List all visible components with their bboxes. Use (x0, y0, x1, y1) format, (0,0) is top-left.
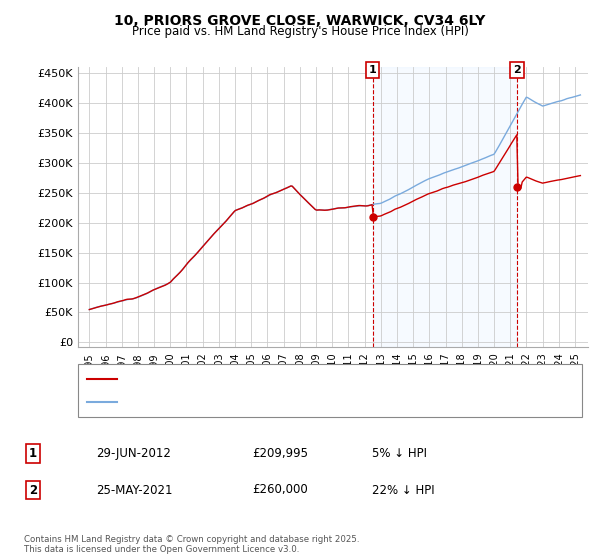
Text: Contains HM Land Registry data © Crown copyright and database right 2025.
This d: Contains HM Land Registry data © Crown c… (24, 535, 359, 554)
Text: 1: 1 (29, 447, 37, 460)
Text: 10, PRIORS GROVE CLOSE, WARWICK, CV34 6LY: 10, PRIORS GROVE CLOSE, WARWICK, CV34 6L… (115, 14, 485, 28)
Text: 29-JUN-2012: 29-JUN-2012 (96, 447, 171, 460)
Text: 2: 2 (29, 483, 37, 497)
Text: 1: 1 (369, 65, 377, 75)
Text: 5% ↓ HPI: 5% ↓ HPI (372, 447, 427, 460)
Text: HPI: Average price, semi-detached house, Warwick: HPI: Average price, semi-detached house,… (120, 397, 385, 407)
Text: 22% ↓ HPI: 22% ↓ HPI (372, 483, 434, 497)
Text: 10, PRIORS GROVE CLOSE, WARWICK, CV34 6LY (semi-detached house): 10, PRIORS GROVE CLOSE, WARWICK, CV34 6L… (120, 374, 492, 384)
Bar (373, 67, 517, 347)
Text: 2: 2 (513, 65, 521, 75)
Text: £209,995: £209,995 (252, 447, 308, 460)
Text: 25-MAY-2021: 25-MAY-2021 (96, 483, 173, 497)
Text: Price paid vs. HM Land Registry's House Price Index (HPI): Price paid vs. HM Land Registry's House … (131, 25, 469, 38)
Text: £260,000: £260,000 (252, 483, 308, 497)
